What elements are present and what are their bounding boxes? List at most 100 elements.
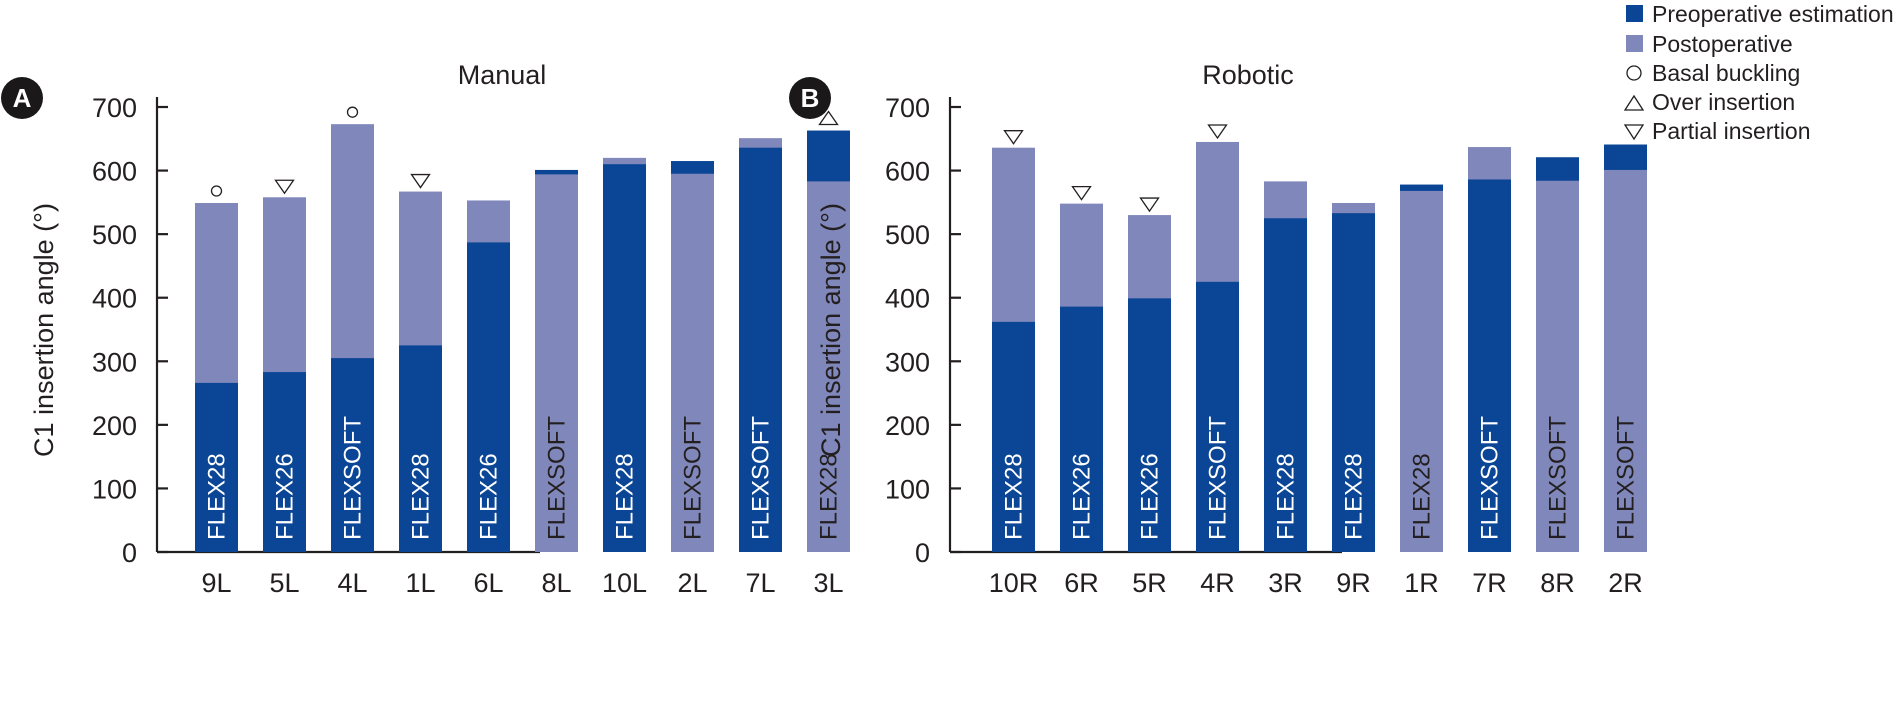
partial-insertion-icon bbox=[1071, 185, 1092, 201]
panel-robotic: B Robotic C1 insertion angle (°) 0 100 200… bbox=[789, 60, 1647, 598]
bar-postoperative bbox=[671, 173, 714, 552]
partial-insertion-icon bbox=[410, 173, 431, 189]
panel-badge-a bbox=[1, 77, 43, 119]
bar-preoperative bbox=[1332, 213, 1375, 552]
bar-postoperative bbox=[1536, 180, 1579, 552]
bar-preoperative bbox=[195, 382, 238, 552]
electrode-label: FLEXSOFT bbox=[1205, 416, 1232, 540]
basal-buckling-icon bbox=[210, 185, 223, 197]
electrode-label: FLEX28 bbox=[1341, 453, 1368, 540]
chart-title: Robotic bbox=[1202, 60, 1294, 90]
x-tick-label: 2R bbox=[1608, 568, 1643, 598]
x-tick-label: 7L bbox=[745, 568, 775, 598]
legend-label-postoperative: Postoperative bbox=[1652, 31, 1793, 57]
electrode-label: FLEX28 bbox=[1001, 453, 1028, 540]
x-tick-label: 9R bbox=[1336, 568, 1371, 598]
y-tick-label: 0 bbox=[915, 538, 930, 568]
x-tick-label: 10L bbox=[602, 568, 647, 598]
partial-insertion-icon bbox=[1139, 197, 1160, 213]
partial-insertion-icon bbox=[1003, 130, 1024, 145]
y-tick-label: 700 bbox=[885, 93, 930, 123]
bar-preoperative bbox=[263, 372, 306, 552]
bar-preoperative bbox=[1196, 281, 1239, 552]
bar-postoperative bbox=[535, 174, 578, 552]
electrode-label: FLEX28 bbox=[612, 453, 639, 540]
y-tick-label: 400 bbox=[92, 284, 137, 314]
x-tick-label: 4L bbox=[337, 568, 367, 598]
electrode-label: FLEXSOFT bbox=[340, 416, 367, 540]
x-tick-label: 3R bbox=[1268, 568, 1303, 598]
plot-area: 0 100 200 300 400 500 600 700 FLEX28 9L FLEX26 5L FL… bbox=[92, 93, 850, 598]
electrode-label: FLEXSOFT bbox=[544, 416, 571, 540]
y-tick-label: 100 bbox=[885, 474, 930, 504]
bar-preoperative bbox=[399, 345, 442, 552]
electrode-label: FLEX28 bbox=[408, 453, 435, 540]
bar-postoperative bbox=[807, 181, 850, 552]
bar-preoperative bbox=[331, 358, 374, 552]
y-tick-label: 400 bbox=[885, 284, 930, 314]
basal-buckling-icon bbox=[1626, 65, 1642, 81]
panel-letter-a: A bbox=[13, 83, 32, 113]
x-tick-label: 9L bbox=[201, 568, 231, 598]
over-insertion-icon bbox=[1623, 94, 1645, 111]
y-tick-label: 200 bbox=[885, 411, 930, 441]
legend: Preoperative estimation Postoperative Ba… bbox=[1623, 1, 1894, 144]
x-tick-label: 6L bbox=[473, 568, 503, 598]
y-axis-title: C1 insertion angle (°) bbox=[816, 203, 846, 457]
bar-preoperative bbox=[1128, 298, 1171, 552]
x-tick-label: 2L bbox=[677, 568, 707, 598]
bar-postoperative bbox=[1604, 169, 1647, 552]
electrode-label: FLEXSOFT bbox=[1545, 416, 1572, 540]
electrode-label: FLEX28 bbox=[204, 453, 231, 540]
x-tick-label: 8R bbox=[1540, 568, 1575, 598]
y-tick-label: 300 bbox=[885, 347, 930, 377]
y-tick-label: 500 bbox=[92, 220, 137, 250]
panel-manual: A Manual C1 insertion angle (°) 0 100 200 3… bbox=[1, 60, 850, 598]
electrode-label: FLEX28 bbox=[1273, 453, 1300, 540]
electrode-label: FLEXSOFT bbox=[748, 416, 775, 540]
x-tick-label: 6R bbox=[1064, 568, 1099, 598]
bar-preoperative bbox=[1468, 179, 1511, 552]
bar-preoperative bbox=[739, 147, 782, 552]
bar-preoperative bbox=[1060, 306, 1103, 552]
bar-postoperative bbox=[1400, 190, 1443, 552]
x-tick-label: 8L bbox=[541, 568, 571, 598]
electrode-label: FLEX26 bbox=[272, 453, 299, 540]
basal-buckling-icon bbox=[346, 106, 359, 118]
partial-insertion-icon bbox=[274, 179, 295, 195]
x-tick-label: 1L bbox=[405, 568, 435, 598]
legend-swatch-preoperative bbox=[1626, 5, 1643, 22]
electrode-label: FLEXSOFT bbox=[1477, 416, 1504, 540]
legend-label-over-insertion: Over insertion bbox=[1652, 89, 1795, 115]
bar-preoperative bbox=[467, 242, 510, 552]
x-tick-label: 5R bbox=[1132, 568, 1167, 598]
x-tick-label: 3L bbox=[813, 568, 843, 598]
y-tick-label: 100 bbox=[92, 474, 137, 504]
x-tick-label: 4R bbox=[1200, 568, 1235, 598]
y-tick-label: 500 bbox=[885, 220, 930, 250]
panel-letter-b: B bbox=[801, 83, 820, 113]
x-tick-label: 7R bbox=[1472, 568, 1507, 598]
over-insertion-icon bbox=[818, 110, 839, 126]
x-tick-label: 5L bbox=[269, 568, 299, 598]
y-tick-label: 0 bbox=[122, 538, 137, 568]
electrode-label: FLEX28 bbox=[1409, 453, 1436, 540]
electrode-label: FLEX28 bbox=[816, 453, 843, 540]
y-tick-label: 300 bbox=[92, 347, 137, 377]
y-tick-label: 600 bbox=[885, 157, 930, 187]
legend-swatch-postoperative bbox=[1626, 35, 1643, 52]
electrode-label: FLEX26 bbox=[1137, 453, 1164, 540]
partial-insertion-icon bbox=[1207, 124, 1228, 140]
y-tick-label: 200 bbox=[92, 411, 137, 441]
legend-label-preoperative: Preoperative estimation bbox=[1652, 1, 1894, 27]
legend-label-basal-buckling: Basal buckling bbox=[1652, 60, 1800, 86]
electrode-label: FLEX26 bbox=[1069, 453, 1096, 540]
x-tick-label: 10R bbox=[989, 568, 1039, 598]
partial-insertion-icon bbox=[1623, 124, 1645, 141]
bar-preoperative bbox=[992, 321, 1035, 552]
electrode-label: FLEX26 bbox=[476, 453, 503, 540]
legend-label-partial-insertion: Partial insertion bbox=[1652, 118, 1811, 144]
electrode-label: FLEXSOFT bbox=[1613, 416, 1640, 540]
x-tick-label: 1R bbox=[1404, 568, 1439, 598]
